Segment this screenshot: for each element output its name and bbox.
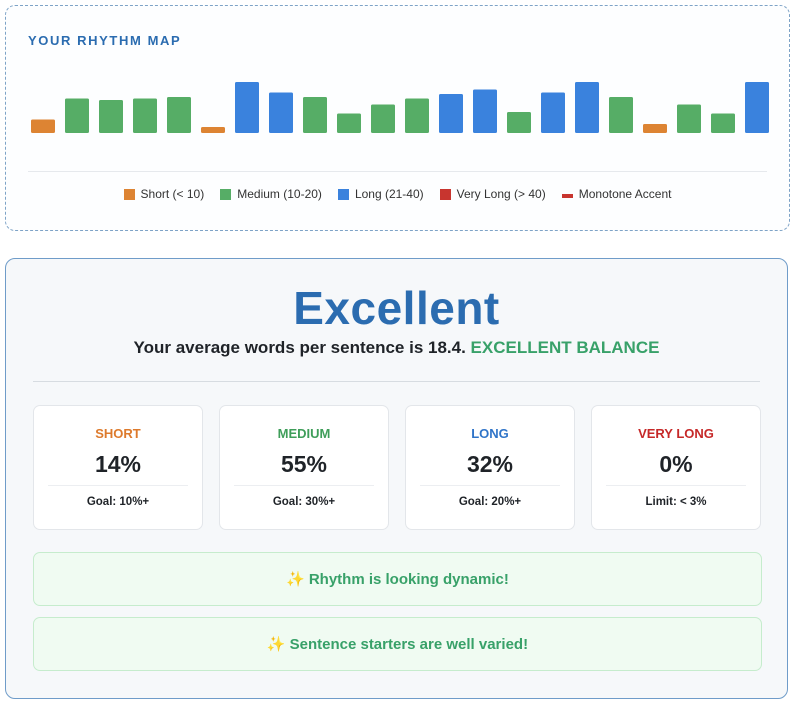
rhythm-bar-medium <box>303 97 327 133</box>
message-starters-varied: ✨ Sentence starters are well varied! <box>33 617 762 671</box>
rhythm-bar-medium <box>133 98 157 133</box>
legend-label-very-long: Very Long (> 40) <box>456 187 546 201</box>
stat-value-short: 14% <box>94 451 142 477</box>
stat-divider <box>420 485 560 486</box>
stat-goal-medium: Goal: 30%+ <box>272 496 336 508</box>
rhythm-bar-long <box>269 92 293 133</box>
rhythm-bar-chart <box>31 82 769 133</box>
rhythm-bar-medium <box>167 97 191 133</box>
sparkles-icon: ✨ <box>286 571 305 588</box>
legend-swatch-monotone-accent <box>561 193 573 198</box>
rhythm-bar-medium <box>337 113 361 133</box>
chart-legend: Short (< 10) Medium (10-20) Long (21-40)… <box>6 187 789 201</box>
stat-label-long: LONG <box>471 426 509 441</box>
legend-label-short: Short (< 10) <box>140 187 205 201</box>
chart-divider <box>28 171 767 172</box>
message-text: Sentence starters are well varied! <box>289 635 529 653</box>
rhythm-bar-medium <box>65 98 89 133</box>
legend-label-monotone-accent: Monotone Accent <box>578 187 672 201</box>
stat-goal-long: Goal: 20%+ <box>458 496 522 508</box>
legend-swatch-medium <box>220 188 232 200</box>
stat-card-long: LONG 32% Goal: 20%+ <box>405 405 575 530</box>
stat-goal-short: Goal: 10%+ <box>86 496 150 508</box>
stat-goal-very-long: Limit: < 3% <box>645 496 707 508</box>
rhythm-map-card: YOUR RHYTHM MAP Short (< 10) Medium (10-… <box>5 5 790 231</box>
stat-divider <box>234 485 374 486</box>
stat-label-short: SHORT <box>95 426 141 441</box>
rhythm-bar-long <box>439 94 463 133</box>
rhythm-bar-long <box>473 89 497 133</box>
rhythm-bar-medium <box>609 97 633 133</box>
legend-item-monotone-accent: Monotone Accent <box>561 187 672 201</box>
rhythm-bar-short <box>643 124 667 133</box>
result-divider <box>33 381 760 382</box>
legend-item-medium: Medium (10-20) <box>220 187 322 201</box>
stat-divider <box>48 485 188 486</box>
rhythm-bar-long <box>745 82 769 133</box>
rhythm-bar-medium <box>371 104 395 133</box>
rhythm-bar-medium <box>507 112 531 133</box>
legend-item-long: Long (21-40) <box>337 187 424 201</box>
sparkles-icon: ✨ <box>266 636 286 653</box>
verdict-heading: Excellent <box>293 282 500 334</box>
legend-item-very-long: Very Long (> 40) <box>439 187 546 201</box>
stat-value-long: 32% <box>466 451 514 477</box>
rhythm-bar-medium <box>405 98 429 133</box>
legend-swatch-long <box>337 188 349 200</box>
rhythm-bar-medium <box>711 113 735 133</box>
rhythm-bar-medium <box>99 100 123 133</box>
rhythm-bar-medium <box>677 104 701 133</box>
rhythm-map-title: YOUR RHYTHM MAP <box>28 33 182 48</box>
rhythm-bar-short <box>201 127 225 133</box>
result-card: Excellent Your average words per sentenc… <box>5 258 788 699</box>
stat-card-medium: MEDIUM 55% Goal: 30%+ <box>219 405 389 530</box>
legend-label-medium: Medium (10-20) <box>237 187 322 201</box>
stat-label-medium: MEDIUM <box>277 426 331 441</box>
rhythm-bar-long <box>575 82 599 133</box>
rhythm-bar-short <box>31 119 55 133</box>
rhythm-bar-long <box>541 92 565 133</box>
stat-label-very-long: VERY LONG <box>638 426 714 441</box>
legend-swatch-short <box>123 188 135 200</box>
stat-value-medium: 55% <box>280 451 328 477</box>
stat-divider <box>606 485 746 486</box>
summary-text: Your average words per sentence is 18.4. <box>133 338 466 357</box>
legend-swatch-very-long <box>439 188 451 200</box>
message-text: Rhythm is looking dynamic! <box>308 570 509 588</box>
balance-badge: EXCELLENT BALANCE <box>470 338 660 357</box>
rhythm-bar-long <box>235 82 259 133</box>
legend-label-long: Long (21-40) <box>354 187 424 201</box>
stats-grid: SHORT 14% Goal: 10%+ MEDIUM 55% Goal: 30… <box>33 405 762 530</box>
message-rhythm-dynamic: ✨ Rhythm is looking dynamic! <box>33 552 762 606</box>
legend-item-short: Short (< 10) <box>123 187 205 201</box>
stat-card-short: SHORT 14% Goal: 10%+ <box>33 405 203 530</box>
stat-value-very-long: 0% <box>659 451 693 477</box>
summary-line: Your average words per sentence is 18.4.… <box>6 338 787 358</box>
stat-card-very-long: VERY LONG 0% Limit: < 3% <box>591 405 761 530</box>
